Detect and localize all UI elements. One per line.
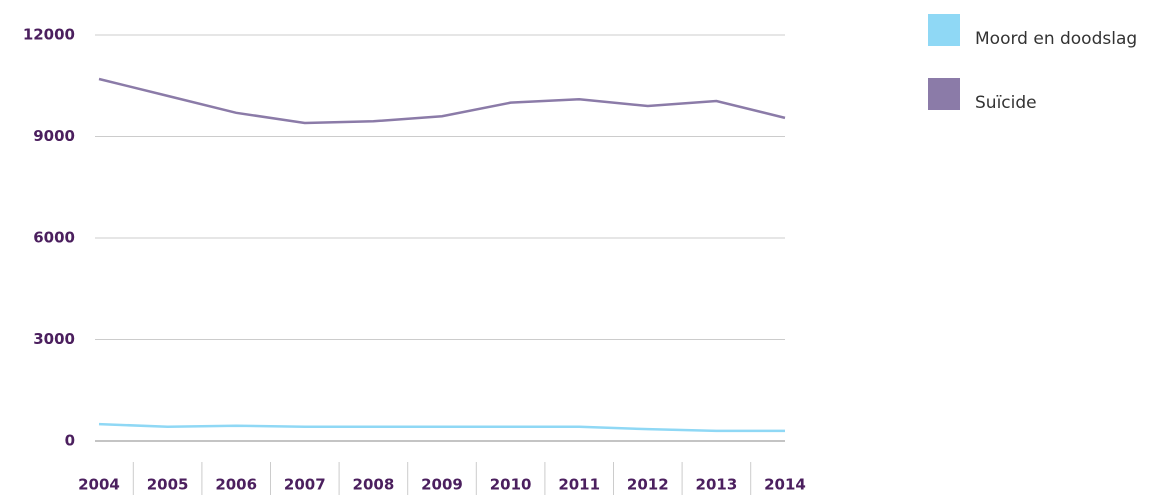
legend-swatch [928,78,960,110]
series-line [98,77,786,125]
x-tick-label: 2013 [696,476,738,494]
x-tick-label: 2009 [421,476,463,494]
series-line [98,422,785,433]
x-tick-label: 2005 [147,476,189,494]
y-tick-label: 9000 [33,127,75,145]
x-tick-label: 2007 [284,476,326,494]
x-tick-label: 2008 [353,476,395,494]
y-tick-label: 0 [65,432,75,450]
legend-swatch [928,14,960,46]
x-tick-label: 2004 [78,476,120,494]
x-tick-label: 2011 [558,476,600,494]
y-tick-label: 3000 [33,330,75,348]
x-tick-label: 2006 [215,476,257,494]
x-tick-label: 2012 [627,476,669,494]
y-tick-label: 6000 [33,229,75,247]
legend-label: Suïcide [975,93,1037,113]
x-tick-label: 2010 [490,476,532,494]
x-tick-label: 2014 [764,476,806,494]
y-tick-label: 12000 [23,26,75,44]
legend-label: Moord en doodslag [975,29,1137,49]
